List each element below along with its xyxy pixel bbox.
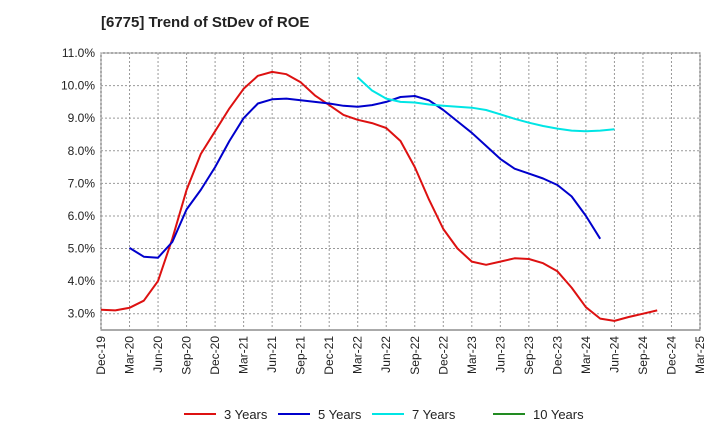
x-tick-label: Jun-21 [265, 336, 279, 373]
x-tick-label: Mar-21 [237, 336, 251, 374]
x-tick-label: Mar-24 [579, 336, 593, 374]
x-tick-label: Sep-24 [636, 336, 650, 375]
chart-title: [6775] Trend of StDev of ROE [101, 14, 310, 31]
y-tick-label: 9.0% [68, 111, 96, 125]
x-tick-label: Dec-23 [550, 336, 564, 375]
x-tick-label: Mar-25 [693, 336, 707, 374]
y-tick-label: 10.0% [61, 79, 95, 93]
x-tick-label: Dec-24 [664, 336, 678, 375]
y-tick-label: 3.0% [68, 307, 96, 321]
legend-label-2: 7 Years [412, 407, 456, 422]
y-tick-label: 4.0% [68, 274, 96, 288]
y-tick-label: 8.0% [68, 144, 96, 158]
x-tick-label: Dec-19 [94, 336, 108, 375]
legend-label-3: 10 Years [533, 407, 584, 422]
x-tick-label: Sep-22 [408, 336, 422, 375]
legend-label-0: 3 Years [224, 407, 268, 422]
x-tick-label: Mar-20 [123, 336, 137, 374]
x-tick-label: Mar-22 [351, 336, 365, 374]
series-line-0 [100, 70, 658, 322]
x-tick-label: Jun-23 [493, 336, 507, 373]
x-tick-label: Sep-21 [294, 336, 308, 375]
x-tick-label: Jun-24 [607, 336, 621, 373]
x-tick-label: Mar-23 [465, 336, 479, 374]
y-tick-label: 11.0% [62, 46, 95, 60]
legend-label-1: 5 Years [318, 407, 362, 422]
x-tick-label: Sep-23 [522, 336, 536, 375]
x-tick-label: Jun-20 [151, 336, 165, 373]
series-line-1 [128, 95, 602, 259]
y-tick-label: 5.0% [68, 242, 96, 256]
series-line-2 [357, 76, 615, 133]
y-tick-label: 7.0% [68, 176, 96, 190]
plot-area [100, 52, 701, 331]
x-tick-label: Dec-22 [436, 336, 450, 375]
x-tick-label: Dec-20 [208, 336, 222, 375]
x-tick-label: Jun-22 [379, 336, 393, 373]
y-tick-label: 6.0% [68, 209, 96, 223]
x-tick-label: Sep-20 [180, 336, 194, 375]
x-tick-label: Dec-21 [322, 336, 336, 375]
